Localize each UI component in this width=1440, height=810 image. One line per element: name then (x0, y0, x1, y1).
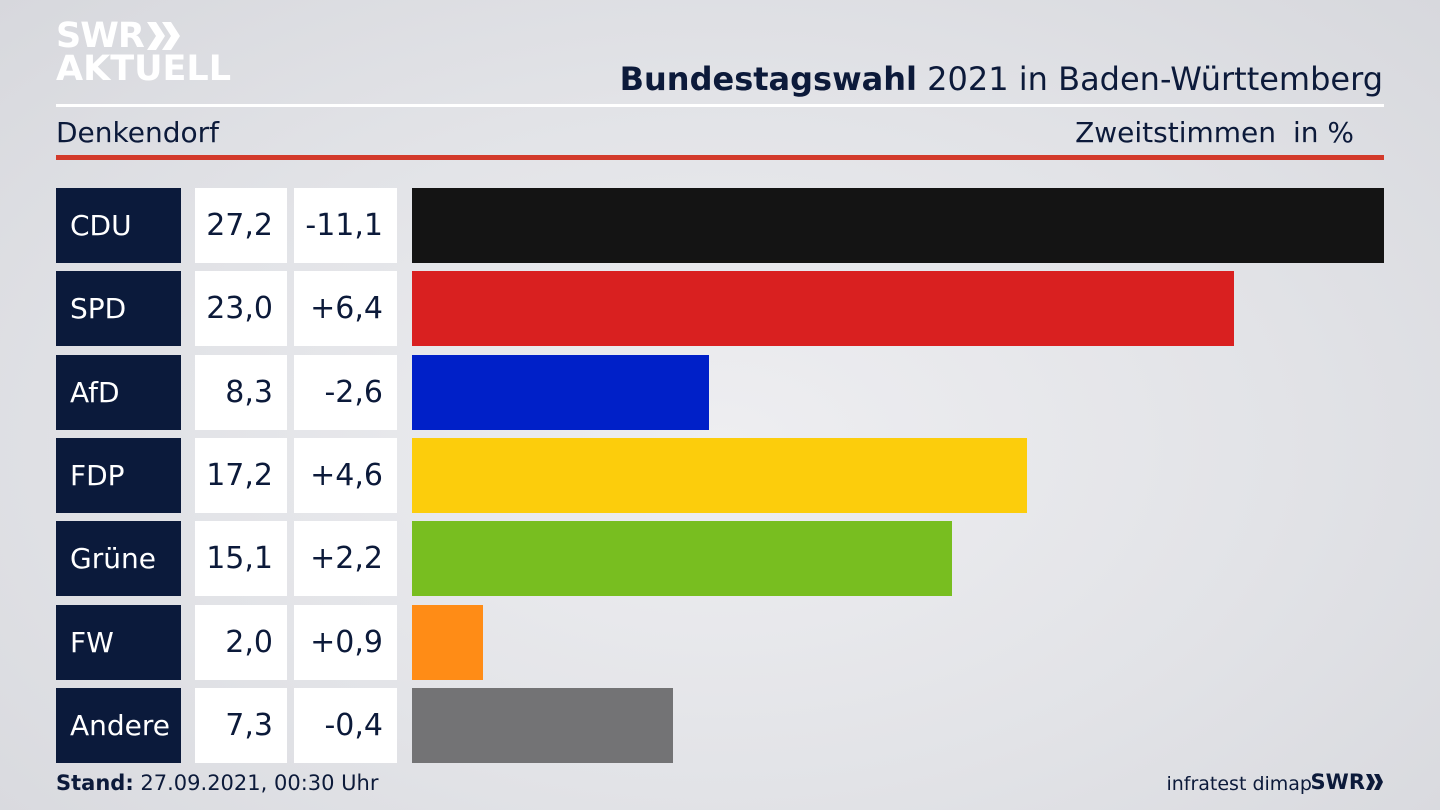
party-label: FW (56, 605, 181, 680)
bar (412, 605, 483, 680)
change-label: +0,9 (294, 605, 397, 680)
double-chevron-icon (146, 22, 180, 50)
swr-footer-logo: SWR (1311, 770, 1384, 794)
metric-label: Zweitstimmen (1075, 116, 1276, 149)
value-label: 27,2 (195, 188, 287, 263)
stand-value: 27.09.2021, 00:30 Uhr (133, 771, 379, 795)
change-label: +6,4 (294, 271, 397, 346)
value-label: 23,0 (195, 271, 287, 346)
bar (412, 688, 673, 763)
accent-divider (56, 155, 1384, 160)
value-label: 15,1 (195, 521, 287, 596)
value-label: 7,3 (195, 688, 287, 763)
timestamp: Stand: 27.09.2021, 00:30 Uhr (56, 771, 379, 795)
party-label: FDP (56, 438, 181, 513)
value-label: 17,2 (195, 438, 287, 513)
change-label: -11,1 (294, 188, 397, 263)
bar (412, 438, 1027, 513)
page-title: Bundestagswahl 2021 in Baden-Württemberg (620, 60, 1383, 98)
bar (412, 188, 1384, 263)
party-label: Grüne (56, 521, 181, 596)
bar (412, 521, 952, 596)
double-chevron-icon (1366, 774, 1383, 790)
swr-aktuell-logo: SWR AKTUELL (56, 18, 231, 87)
party-label: AfD (56, 355, 181, 430)
title-rest: 2021 in Baden-Württemberg (916, 60, 1383, 98)
party-label: Andere (56, 688, 181, 763)
header-divider (56, 104, 1384, 107)
region-label: Denkendorf (56, 116, 219, 149)
stand-label: Stand: (56, 771, 134, 795)
bar (412, 271, 1234, 346)
unit-label: in % (1292, 116, 1354, 149)
party-label: SPD (56, 271, 181, 346)
value-label: 2,0 (195, 605, 287, 680)
source-label: infratest dimap (1166, 773, 1312, 795)
logo-line1: SWR (56, 15, 145, 56)
title-bold: Bundestagswahl (619, 60, 917, 98)
swr-footer-text: SWR (1310, 770, 1365, 794)
change-label: +2,2 (294, 521, 397, 596)
bar (412, 355, 709, 430)
logo-line2: AKTUELL (56, 49, 232, 89)
party-label: CDU (56, 188, 181, 263)
change-label: +4,6 (294, 438, 397, 513)
change-label: -0,4 (294, 688, 397, 763)
change-label: -2,6 (294, 355, 397, 430)
value-label: 8,3 (195, 355, 287, 430)
